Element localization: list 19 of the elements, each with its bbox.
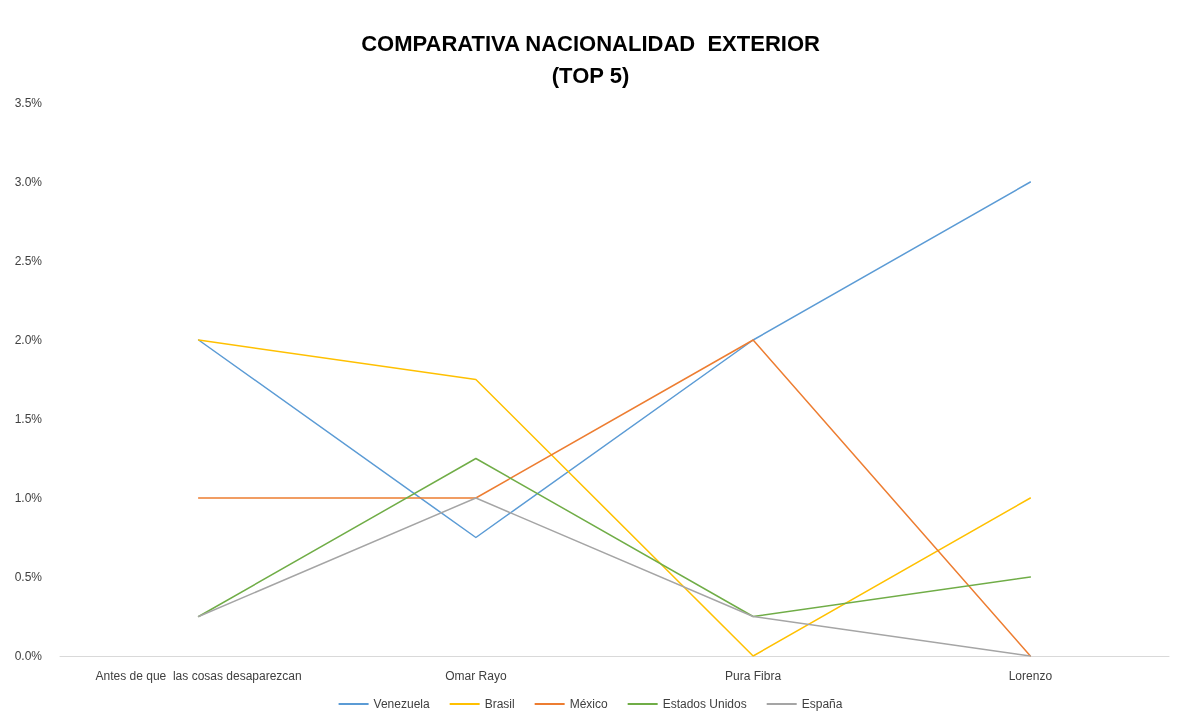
legend-label: España <box>801 697 843 711</box>
legend-label: Estados Unidos <box>662 697 747 711</box>
y-tick-label: 2.0% <box>14 333 43 347</box>
legend-label: Venezuela <box>373 697 430 711</box>
chart-title: COMPARATIVA NACIONALIDAD EXTERIOR (TOP 5) <box>361 30 820 88</box>
y-tick-label: 1.5% <box>14 412 43 426</box>
x-tick-label: Antes de que las cosas desaparezcan <box>95 669 302 683</box>
y-tick-label: 2.5% <box>14 254 43 268</box>
y-tick-label: 3.0% <box>14 175 43 189</box>
y-tick-label: 0.5% <box>14 570 43 584</box>
y-tick-label: 3.5% <box>14 96 43 110</box>
x-tick-label: Lorenzo <box>1008 669 1053 683</box>
x-tick-label: Omar Rayo <box>445 669 507 683</box>
y-tick-label: 0.0% <box>14 649 43 663</box>
x-tick-label: Pura Fibra <box>725 669 782 683</box>
legend-label: México <box>569 697 608 711</box>
legend-label: Brasil <box>484 697 515 711</box>
y-tick-label: 1.0% <box>14 491 43 505</box>
line-series <box>197 339 1032 657</box>
